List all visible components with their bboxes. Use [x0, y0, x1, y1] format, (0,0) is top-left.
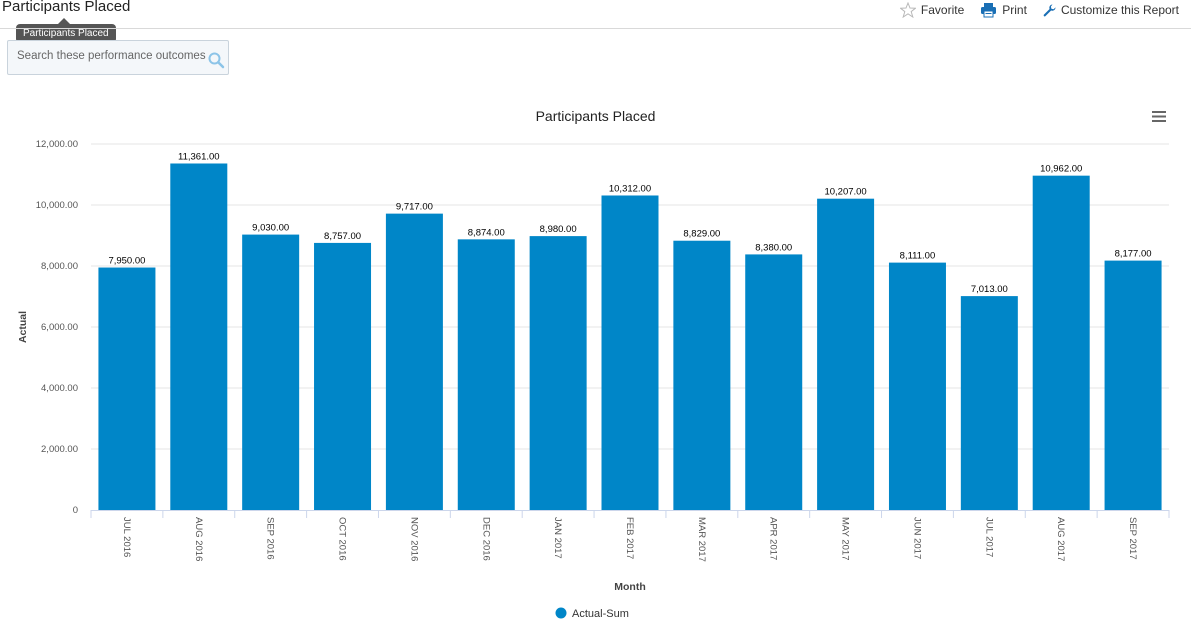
x-tick-label: MAR 2017 [696, 517, 707, 562]
search-input[interactable] [17, 50, 207, 62]
bar [745, 254, 803, 510]
print-button[interactable]: Print [980, 2, 1027, 18]
x-tick-label: AUG 2017 [1055, 517, 1066, 561]
bar [1032, 175, 1090, 510]
y-tick-label: 2,000.00 [41, 444, 78, 455]
y-tick-label: 12,000.00 [36, 139, 78, 150]
bar [888, 262, 946, 510]
star-icon [899, 2, 916, 18]
x-tick-label: DEC 2016 [480, 517, 491, 561]
x-axis-title: Month [614, 581, 646, 593]
chart-title: Participants Placed [535, 108, 656, 124]
data-label: 8,111.00 [900, 251, 936, 262]
data-label: 9,030.00 [252, 223, 289, 234]
data-label: 10,312.00 [609, 183, 651, 194]
bar [529, 236, 587, 511]
y-axis-title: Actual [17, 311, 29, 343]
data-label: 8,757.00 [324, 231, 361, 242]
wrench-icon [1043, 4, 1056, 16]
legend-marker [555, 607, 567, 619]
chart-menu-icon[interactable] [1151, 110, 1167, 124]
print-label: Print [1002, 3, 1027, 17]
printer-icon [981, 3, 997, 18]
x-tick-label: APR 2017 [768, 517, 779, 560]
bar [601, 195, 659, 510]
x-tick-label: JUL 2016 [121, 517, 132, 557]
data-label: 7,950.00 [108, 256, 145, 267]
header-divider [0, 28, 1191, 29]
header-actions: Favorite Print Customize this Report [884, 2, 1179, 18]
bar [242, 234, 300, 510]
bar [673, 240, 731, 510]
x-tick-label: JAN 2017 [552, 517, 563, 559]
bar [314, 242, 372, 510]
data-label: 10,962.00 [1040, 164, 1082, 175]
legend-item: Actual-Sum [572, 608, 629, 620]
data-label: 10,207.00 [824, 187, 866, 198]
bar [170, 163, 228, 510]
y-tick-label: 0 [73, 505, 78, 516]
bar [1104, 260, 1162, 510]
bar [457, 239, 515, 510]
x-tick-label: NOV 2016 [408, 517, 419, 561]
x-tick-label: SEP 2017 [1127, 517, 1138, 560]
data-label: 8,380.00 [755, 242, 792, 253]
y-tick-label: 4,000.00 [41, 383, 78, 394]
x-tick-label: SEP 2016 [265, 517, 276, 560]
x-tick-label: JUL 2017 [983, 517, 994, 557]
y-tick-label: 8,000.00 [41, 261, 78, 272]
data-label: 8,829.00 [683, 229, 720, 240]
search-box [7, 40, 229, 75]
y-tick-label: 6,000.00 [41, 322, 78, 333]
y-tick-label: 10,000.00 [36, 200, 78, 211]
data-label: 8,177.00 [1115, 249, 1152, 260]
data-label: 8,874.00 [468, 227, 505, 238]
x-tick-label: AUG 2016 [193, 517, 204, 561]
data-label: 9,717.00 [396, 202, 433, 213]
bar [385, 213, 443, 510]
favorite-label: Favorite [920, 3, 965, 17]
data-label: 8,980.00 [540, 224, 577, 235]
x-tick-label: OCT 2016 [337, 517, 348, 561]
customize-label: Customize this Report [1060, 3, 1179, 17]
x-tick-label: JUN 2017 [911, 517, 922, 559]
customize-report-button[interactable]: Customize this Report [1043, 3, 1179, 17]
favorite-button[interactable]: Favorite [899, 2, 965, 18]
bar [960, 296, 1018, 510]
data-label: 7,013.00 [971, 284, 1008, 295]
tooltip-arrow [58, 18, 70, 24]
search-icon[interactable] [207, 51, 225, 69]
bar [98, 267, 156, 510]
bar [817, 198, 875, 510]
x-tick-label: FEB 2017 [624, 517, 635, 559]
page-title: Participants Placed [2, 0, 131, 15]
x-tick-label: MAY 2017 [840, 517, 851, 560]
data-label: 11,361.00 [178, 151, 220, 162]
